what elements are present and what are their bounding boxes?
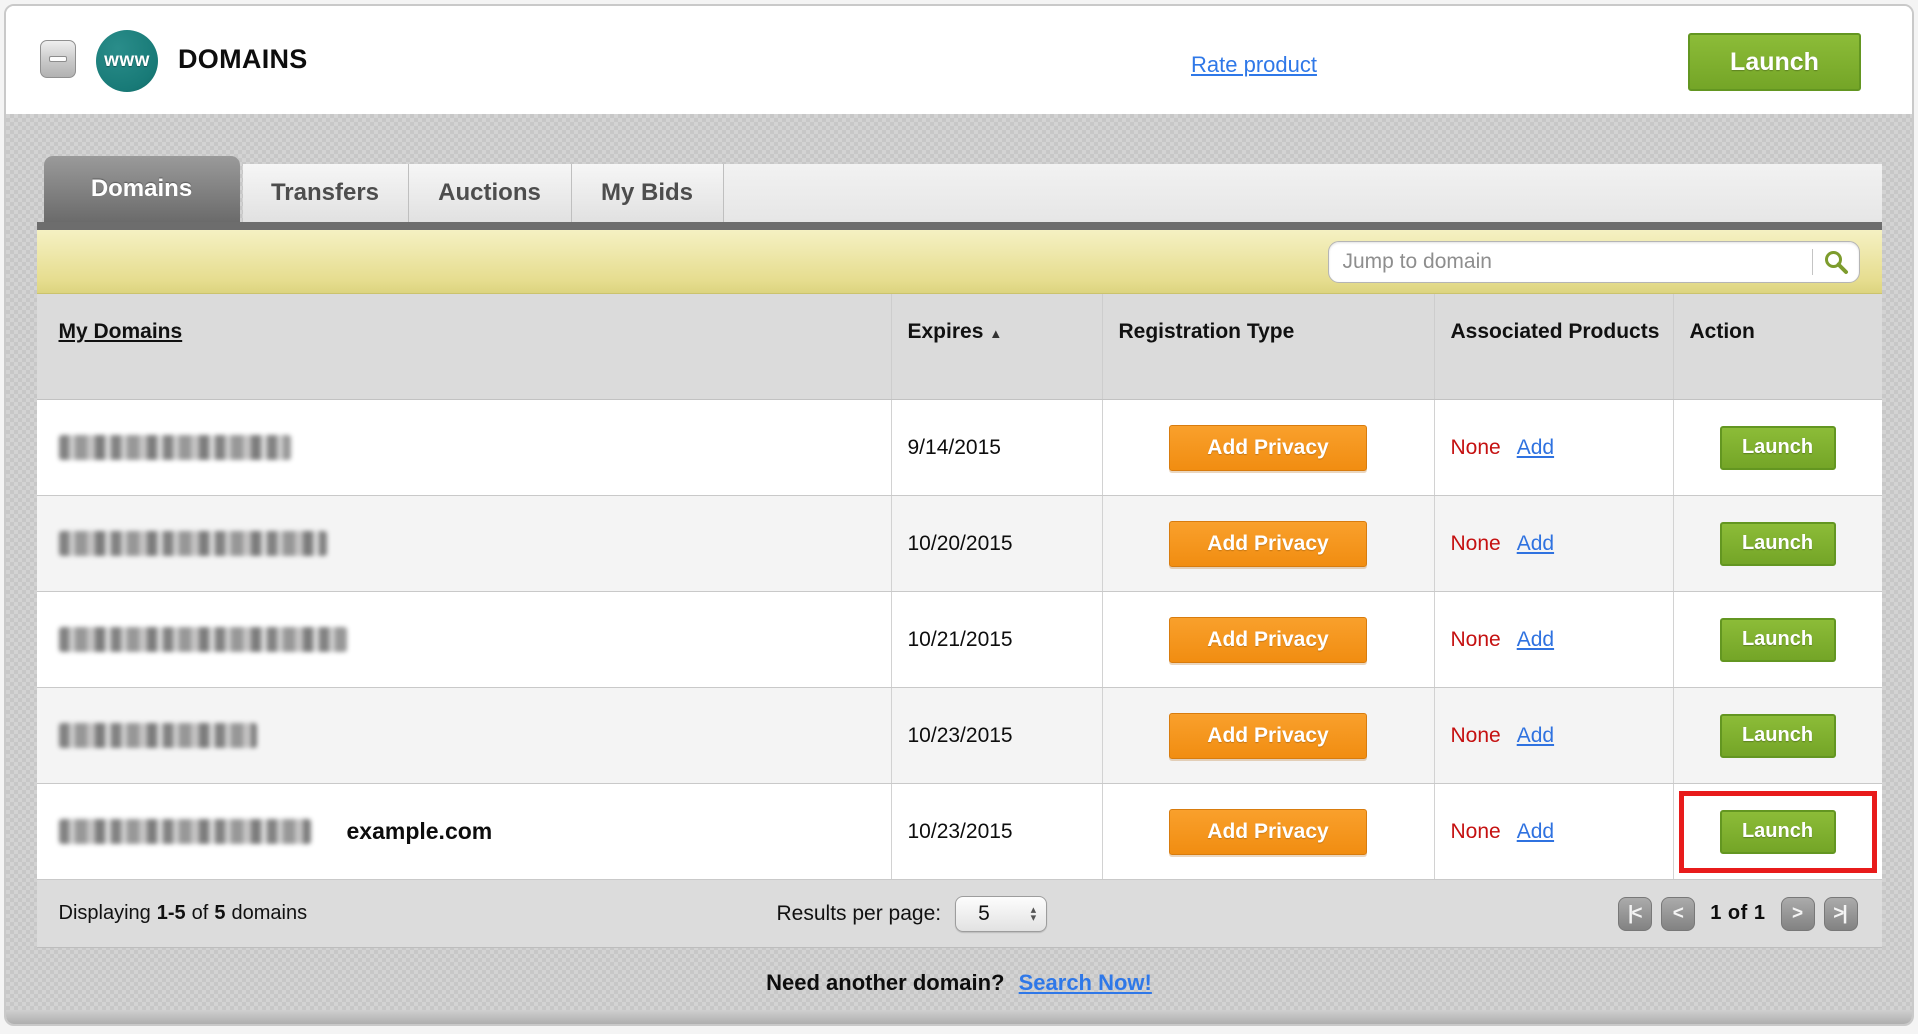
table-row: 9/14/2015 Add Privacy None Add Launch bbox=[36, 400, 1882, 496]
results-per-page-label: Results per page: bbox=[776, 901, 942, 925]
prev-page-button[interactable]: < bbox=[1661, 896, 1696, 931]
add-privacy-button[interactable]: Add Privacy bbox=[1169, 424, 1367, 471]
results-per-page-select[interactable]: 5 ▴ ▾ bbox=[955, 895, 1048, 932]
row-launch-button-highlighted[interactable]: Launch bbox=[1719, 809, 1836, 854]
row-launch-button[interactable]: Launch bbox=[1719, 521, 1836, 566]
need-domain-prompt: Need another domain? Search Now! bbox=[766, 970, 1152, 995]
minimize-button[interactable] bbox=[40, 40, 76, 78]
tab-transfers[interactable]: Transfers bbox=[242, 164, 409, 222]
content-panel: Domains Transfers Auctions My Bids bbox=[36, 114, 1882, 948]
add-product-link[interactable]: Add bbox=[1516, 819, 1555, 843]
red-highlight-box: Launch bbox=[1678, 790, 1877, 873]
domain-name-redacted bbox=[58, 627, 347, 652]
add-product-link[interactable]: Add bbox=[1516, 723, 1555, 747]
widget-body: Domains Transfers Auctions My Bids bbox=[6, 114, 1912, 1010]
domains-widget: www DOMAINS Rate product Launch Domains … bbox=[4, 4, 1914, 1026]
search-strip bbox=[36, 230, 1882, 294]
magnifier-icon[interactable] bbox=[1813, 249, 1859, 275]
header-launch-button[interactable]: Launch bbox=[1688, 33, 1861, 91]
search-divider bbox=[1811, 248, 1813, 275]
domain-name-redacted bbox=[58, 723, 257, 748]
add-privacy-button[interactable]: Add Privacy bbox=[1169, 520, 1367, 567]
add-privacy-button[interactable]: Add Privacy bbox=[1169, 712, 1367, 759]
table-row: 10/23/2015 Add Privacy None Add Launch bbox=[36, 688, 1882, 784]
widget-header: www DOMAINS Rate product Launch bbox=[6, 6, 1912, 114]
tab-my-bids[interactable]: My Bids bbox=[571, 164, 724, 222]
domain-name-redacted bbox=[58, 435, 291, 460]
sort-asc-icon: ▲ bbox=[989, 326, 1003, 341]
table-footer: Displaying 1-5 of 5 domains Results per page… bbox=[36, 880, 1882, 948]
associated-products-value: None bbox=[1450, 627, 1501, 651]
add-privacy-button[interactable]: Add Privacy bbox=[1169, 616, 1367, 663]
tab-auctions[interactable]: Auctions bbox=[408, 164, 572, 222]
stepper-arrows-icon: ▴ ▾ bbox=[1030, 903, 1037, 924]
row-launch-button[interactable]: Launch bbox=[1719, 713, 1836, 758]
rate-product-link[interactable]: Rate product bbox=[1191, 52, 1317, 77]
tab-bar-underline bbox=[36, 222, 1882, 230]
row-launch-button[interactable]: Launch bbox=[1719, 617, 1836, 662]
domain-name-redacted bbox=[58, 531, 327, 556]
tab-bar: Domains Transfers Auctions My Bids bbox=[37, 156, 1882, 222]
associated-products-value: None bbox=[1450, 723, 1501, 747]
displaying-status: Displaying 1-5 of 5 domains bbox=[58, 902, 308, 924]
row-launch-button[interactable]: Launch bbox=[1719, 425, 1836, 470]
expires-date: 10/23/2015 bbox=[890, 688, 1102, 783]
results-per-page: Results per page: 5 ▴ ▾ bbox=[776, 895, 1048, 932]
jump-to-domain-search bbox=[1327, 240, 1860, 283]
pagination: |< < 1 of 1 > >| bbox=[1618, 896, 1858, 931]
column-header-registration-type: Registration Type bbox=[1101, 294, 1434, 399]
table-row-example: example.com 10/23/2015 Add Privacy None … bbox=[36, 784, 1882, 880]
tab-bar-filler bbox=[723, 164, 1882, 222]
last-page-button[interactable]: >| bbox=[1823, 896, 1858, 931]
table-row: 10/20/2015 Add Privacy None Add Launch bbox=[36, 496, 1882, 592]
domain-name-redacted bbox=[58, 819, 311, 844]
associated-products-value: None bbox=[1450, 435, 1501, 459]
example-domain-label: example.com bbox=[346, 818, 493, 844]
expires-date: 10/20/2015 bbox=[890, 496, 1102, 591]
minus-icon bbox=[49, 56, 67, 62]
table-header-row: My Domains Expires ▲ Registration Type As… bbox=[36, 294, 1882, 400]
page-title: DOMAINS bbox=[178, 44, 308, 74]
column-header-action: Action bbox=[1672, 294, 1882, 399]
add-privacy-button[interactable]: Add Privacy bbox=[1169, 808, 1367, 855]
add-product-link[interactable]: Add bbox=[1516, 531, 1555, 555]
expires-date: 10/23/2015 bbox=[890, 784, 1102, 879]
tab-domains[interactable]: Domains bbox=[43, 156, 240, 222]
first-page-button[interactable]: |< bbox=[1618, 896, 1653, 931]
www-logo-icon: www bbox=[96, 30, 158, 92]
associated-products-value: None bbox=[1450, 531, 1501, 555]
table-row: 10/21/2015 Add Privacy None Add Launch bbox=[36, 592, 1882, 688]
expires-date: 9/14/2015 bbox=[890, 400, 1102, 495]
search-now-link[interactable]: Search Now! bbox=[1018, 970, 1152, 995]
page-status: 1 of 1 bbox=[1710, 902, 1766, 924]
column-header-associated-products: Associated Products bbox=[1433, 294, 1673, 399]
next-page-button[interactable]: > bbox=[1780, 896, 1815, 931]
column-header-expires[interactable]: Expires ▲ bbox=[890, 294, 1102, 399]
associated-products-value: None bbox=[1450, 819, 1501, 843]
search-input[interactable] bbox=[1328, 241, 1812, 282]
add-product-link[interactable]: Add bbox=[1516, 435, 1555, 459]
expires-date: 10/21/2015 bbox=[890, 592, 1102, 687]
add-product-link[interactable]: Add bbox=[1516, 627, 1555, 651]
column-header-my-domains[interactable]: My Domains bbox=[58, 320, 183, 343]
widget-bottom-bar bbox=[6, 1010, 1912, 1024]
